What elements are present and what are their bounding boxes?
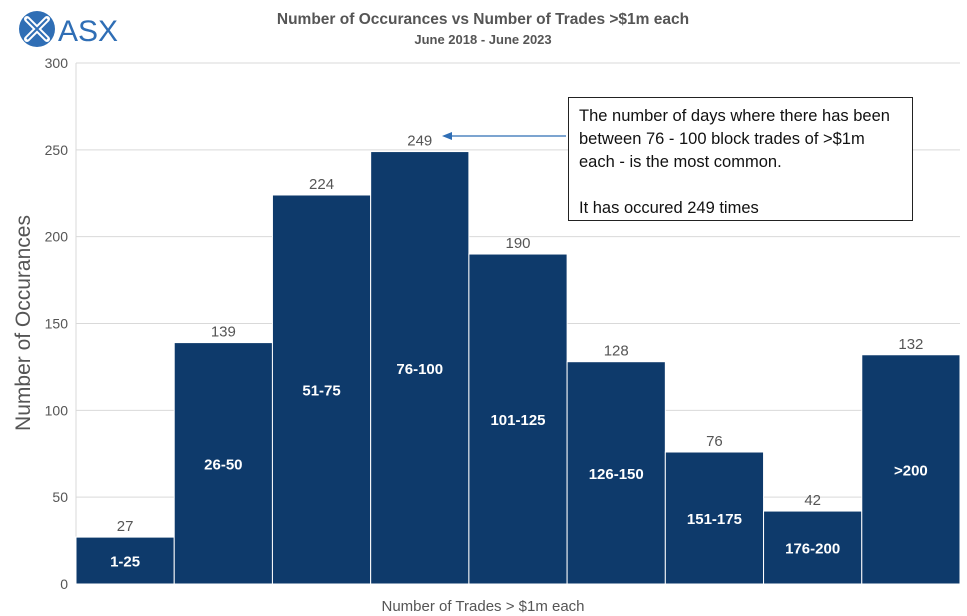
- annotation-summary: It has occured 249 times: [579, 199, 759, 217]
- asx-logo-text: ASX: [58, 15, 118, 48]
- y-tick-label: 100: [45, 402, 69, 418]
- asx-logo: ASX: [19, 11, 118, 48]
- chart-title: Number of Occurances vs Number of Trades…: [277, 11, 689, 28]
- bar-category-label: 151-175: [687, 511, 742, 528]
- y-tick-label: 300: [45, 55, 69, 71]
- bar-value-label: 132: [898, 336, 923, 353]
- bar-category-label: 126-150: [589, 466, 644, 483]
- bar-value-label: 190: [505, 235, 530, 252]
- bar-176-200: [763, 510, 863, 585]
- y-tick-label: 150: [45, 316, 69, 332]
- bar-value-label: 249: [407, 133, 432, 150]
- bar-value-label: 76: [706, 433, 723, 450]
- bar-value-label: 42: [804, 492, 821, 509]
- bar-category-label: 1-25: [110, 554, 140, 571]
- bar-category-label: 176-200: [785, 541, 840, 558]
- bar-126-150: [566, 361, 666, 585]
- bars: [75, 151, 961, 585]
- annotation-arrow: [442, 132, 566, 140]
- bar-value-label: 224: [309, 176, 334, 193]
- y-tick-label: 0: [60, 576, 68, 592]
- chart-subtitle: June 2018 - June 2023: [414, 32, 551, 47]
- x-axis-title: Number of Trades > $1m each: [381, 598, 584, 615]
- bar-151-175: [664, 451, 765, 585]
- y-tick-label: 250: [45, 142, 69, 158]
- annotation-text: The number of days where there has been …: [579, 107, 890, 171]
- y-axis-title: Number of Occurances: [12, 215, 35, 431]
- bar-value-label: 139: [211, 324, 236, 341]
- bar-category-label: 76-100: [396, 361, 443, 378]
- data-labels: 27 1-25 139 26-50 224 51-75 249 76-100 190 101-12…: [110, 133, 928, 571]
- y-axis-ticks: 0 50 100 150 200 250 300: [45, 55, 69, 592]
- bar->200: [861, 354, 961, 585]
- bar-category-label: 26-50: [204, 456, 242, 473]
- bar-category-label: 101-125: [490, 412, 545, 429]
- bar-value-label: 27: [117, 518, 134, 535]
- bar-1-25: [75, 536, 175, 585]
- bar-category-label: >200: [894, 462, 928, 479]
- bar-76-100: [370, 151, 470, 585]
- y-tick-label: 50: [52, 489, 68, 505]
- bar-category-label: 51-75: [302, 382, 340, 399]
- bar-value-label: 128: [604, 343, 629, 360]
- annotation-box: The number of days where there has been …: [568, 97, 913, 221]
- y-tick-label: 200: [45, 229, 69, 245]
